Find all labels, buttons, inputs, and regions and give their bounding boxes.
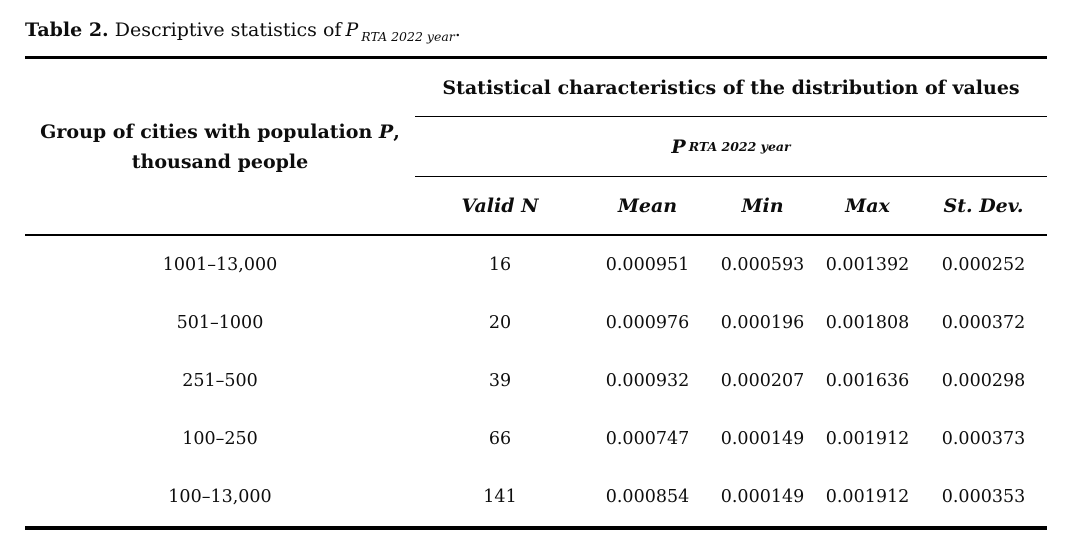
cell-max: 0.001912 <box>825 429 910 449</box>
table-row: 251–500 39 0.000932 0.000207 0.001636 0.… <box>25 352 1047 410</box>
population-symbol: P <box>378 120 394 143</box>
column-header-mean: Mean <box>617 194 678 217</box>
table-row: 1001–13,000 16 0.000951 0.000593 0.00139… <box>25 236 1047 294</box>
table-caption: Table 2. Descriptive statistics of P RTA 2… <box>25 18 461 44</box>
cell-group: 100–250 <box>182 429 258 449</box>
cell-max: 0.001636 <box>825 371 910 391</box>
table-header: Group of cities with population P, thous… <box>25 59 1047 236</box>
cell-min: 0.000149 <box>720 487 805 507</box>
cell-group: 501–1000 <box>176 313 264 333</box>
caption-text: Descriptive statistics of <box>114 19 342 41</box>
table-row: 501–1000 20 0.000976 0.000196 0.001808 0… <box>25 294 1047 352</box>
cell-valid-n: 141 <box>483 487 517 507</box>
column-header-min: Min <box>741 194 784 217</box>
column-header-max: Max <box>845 194 890 217</box>
cell-group: 251–500 <box>182 371 258 391</box>
table-row: 100–13,000 141 0.000854 0.000149 0.00191… <box>25 468 1047 526</box>
group-header-line2: thousand people <box>131 150 309 173</box>
cell-st-dev: 0.000373 <box>941 429 1026 449</box>
caption-symbol: P <box>345 19 359 41</box>
variable-symbol: P <box>671 135 686 158</box>
cell-group: 1001–13,000 <box>162 255 278 275</box>
cell-valid-n: 66 <box>488 429 512 449</box>
cell-min: 0.000149 <box>720 429 805 449</box>
variable-subheader: P RTA 2022 year <box>415 117 1047 177</box>
cell-st-dev: 0.000252 <box>941 255 1026 275</box>
cell-mean: 0.000747 <box>605 429 690 449</box>
cell-valid-n: 20 <box>488 313 512 333</box>
stats-header-section: Statistical characteristics of the distr… <box>415 59 1047 234</box>
cell-st-dev: 0.000298 <box>941 371 1026 391</box>
cell-mean: 0.000951 <box>605 255 690 275</box>
group-header-cell: Group of cities with population P, thous… <box>25 59 415 234</box>
cell-max: 0.001808 <box>825 313 910 333</box>
cell-valid-n: 16 <box>488 255 512 275</box>
cell-st-dev: 0.000353 <box>941 487 1026 507</box>
statistics-table: Group of cities with population P, thous… <box>25 56 1047 530</box>
table-row: 100–250 66 0.000747 0.000149 0.001912 0.… <box>25 410 1047 468</box>
group-header-text: Group of cities with population P, thous… <box>40 117 400 177</box>
column-header-st-dev: St. Dev. <box>943 194 1024 217</box>
cell-st-dev: 0.000372 <box>941 313 1026 333</box>
cell-max: 0.001912 <box>825 487 910 507</box>
column-header-valid-n: Valid N <box>461 194 539 217</box>
caption-period: . <box>454 19 461 41</box>
cell-min: 0.000593 <box>720 255 805 275</box>
cell-valid-n: 39 <box>488 371 512 391</box>
caption-label: Table 2. <box>25 19 109 41</box>
cell-mean: 0.000854 <box>605 487 690 507</box>
cell-min: 0.000207 <box>720 371 805 391</box>
cell-group: 100–13,000 <box>168 487 272 507</box>
cell-mean: 0.000976 <box>605 313 690 333</box>
column-headers-row: Valid N Mean Min Max St. Dev. <box>415 177 1047 234</box>
group-header-line1: Group of cities with population P, <box>40 120 400 143</box>
span-header: Statistical characteristics of the distr… <box>415 59 1047 117</box>
table-body: 1001–13,000 16 0.000951 0.000593 0.00139… <box>25 236 1047 526</box>
cell-mean: 0.000932 <box>605 371 690 391</box>
cell-max: 0.001392 <box>825 255 910 275</box>
cell-min: 0.000196 <box>720 313 805 333</box>
caption-subscript: RTA 2022 year <box>361 28 455 44</box>
